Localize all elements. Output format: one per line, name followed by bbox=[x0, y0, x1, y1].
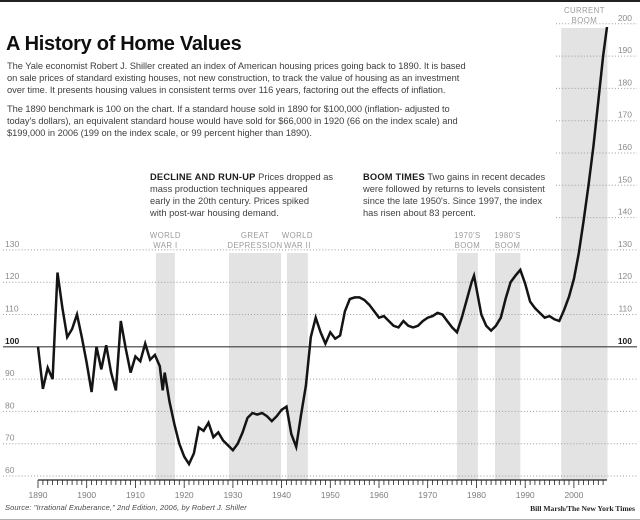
intro-paragraph-1: The Yale economist Robert J. Shiller cre… bbox=[7, 61, 466, 96]
y-tick-label-left: 60 bbox=[5, 465, 15, 475]
y-tick-label-left: 100 bbox=[5, 336, 19, 346]
y-tick-label-right: 140 bbox=[618, 207, 632, 217]
x-tick-label: 1940 bbox=[272, 490, 291, 500]
x-tick-label: 1980 bbox=[467, 490, 486, 500]
price-index-line bbox=[36, 26, 609, 467]
era-band bbox=[286, 253, 308, 480]
era-band-label: CURRENT bbox=[564, 6, 605, 15]
byline-credit: Bill Marsh/The New York Times bbox=[530, 504, 635, 513]
era-band-label: BOOM bbox=[495, 241, 520, 250]
x-tick-label: 1900 bbox=[77, 490, 96, 500]
x-axis: 1890 1900 1910 1920 1930 1940 1950 1960 1970 1980… bbox=[29, 479, 607, 500]
annotation-decline-text: Prices dropped as mass production techni… bbox=[150, 172, 334, 219]
y-tick-label-right: 190 bbox=[618, 45, 632, 55]
y-tick-label-right: 150 bbox=[618, 174, 632, 184]
era-band-label: WORLD bbox=[282, 231, 313, 240]
annotation-decline-label: DECLINE AND RUN-UP bbox=[150, 172, 256, 182]
gridlines bbox=[3, 23, 637, 477]
era-band-label: WAR I bbox=[153, 241, 177, 250]
y-tick-label-right: 200 bbox=[618, 13, 632, 23]
era-band-label: 1970'S bbox=[454, 231, 480, 240]
x-tick-label: 1930 bbox=[223, 490, 242, 500]
y-tick-label-left: 70 bbox=[5, 433, 15, 443]
page-title: A History of Home Values bbox=[6, 33, 242, 55]
x-tick-label: 1950 bbox=[321, 490, 340, 500]
era-band-label: DEPRESSION bbox=[227, 241, 282, 250]
annotation-boom-times: BOOM TIMES Two gains in recent decades w… bbox=[363, 171, 573, 219]
source-line: Source: "Irrational Exuberance," 2nd Edi… bbox=[5, 503, 247, 512]
y-tick-label-left: 80 bbox=[5, 400, 15, 410]
annotation-boom-label: BOOM TIMES bbox=[363, 172, 425, 182]
annotation-decline-and-run-up: DECLINE AND RUN-UP Prices dropped as mas… bbox=[150, 171, 350, 219]
y-tick-label-right: 100 bbox=[618, 336, 632, 346]
era-band-label: WAR II bbox=[284, 241, 311, 250]
x-tick-label: 1970 bbox=[418, 490, 437, 500]
x-tick-label: 2000 bbox=[564, 490, 583, 500]
y-tick-label-right: 180 bbox=[618, 77, 632, 87]
y-tick-label-left: 110 bbox=[5, 304, 19, 314]
y-tick-label-right: 160 bbox=[618, 142, 632, 152]
era-band bbox=[561, 28, 608, 480]
x-tick-label: 1990 bbox=[516, 490, 535, 500]
y-tick-label-right: 130 bbox=[618, 239, 632, 249]
era-band bbox=[155, 253, 175, 480]
era-band-label: WORLD bbox=[150, 231, 181, 240]
era-band bbox=[457, 253, 478, 480]
y-tick-label-right: 110 bbox=[618, 304, 632, 314]
x-tick-label: 1910 bbox=[126, 490, 145, 500]
era-band-label: BOOM bbox=[572, 16, 597, 25]
y-tick-label-left: 120 bbox=[5, 271, 19, 281]
x-tick-label: 1960 bbox=[370, 490, 389, 500]
era-band-label: BOOM bbox=[455, 241, 480, 250]
era-band bbox=[495, 253, 521, 480]
era-band-label: GREAT bbox=[241, 231, 269, 240]
era-band-label: 1980'S bbox=[494, 231, 520, 240]
y-tick-label-left: 90 bbox=[5, 368, 15, 378]
x-tick-label: 1920 bbox=[175, 490, 194, 500]
intro-paragraph-2: The 1890 benchmark is 100 on the chart. … bbox=[7, 104, 458, 139]
x-tick-label: 1890 bbox=[29, 490, 48, 500]
y-tick-label-right: 170 bbox=[618, 110, 632, 120]
annotation-boom-text: Two gains in recent decades were followe… bbox=[363, 172, 546, 219]
y-tick-label-right: 120 bbox=[618, 271, 632, 281]
y-tick-label-left: 130 bbox=[5, 239, 19, 249]
y-axis-labels: 130 120 110 100 90 80 70 60 200 190 180 170 160 150 14… bbox=[5, 13, 632, 475]
